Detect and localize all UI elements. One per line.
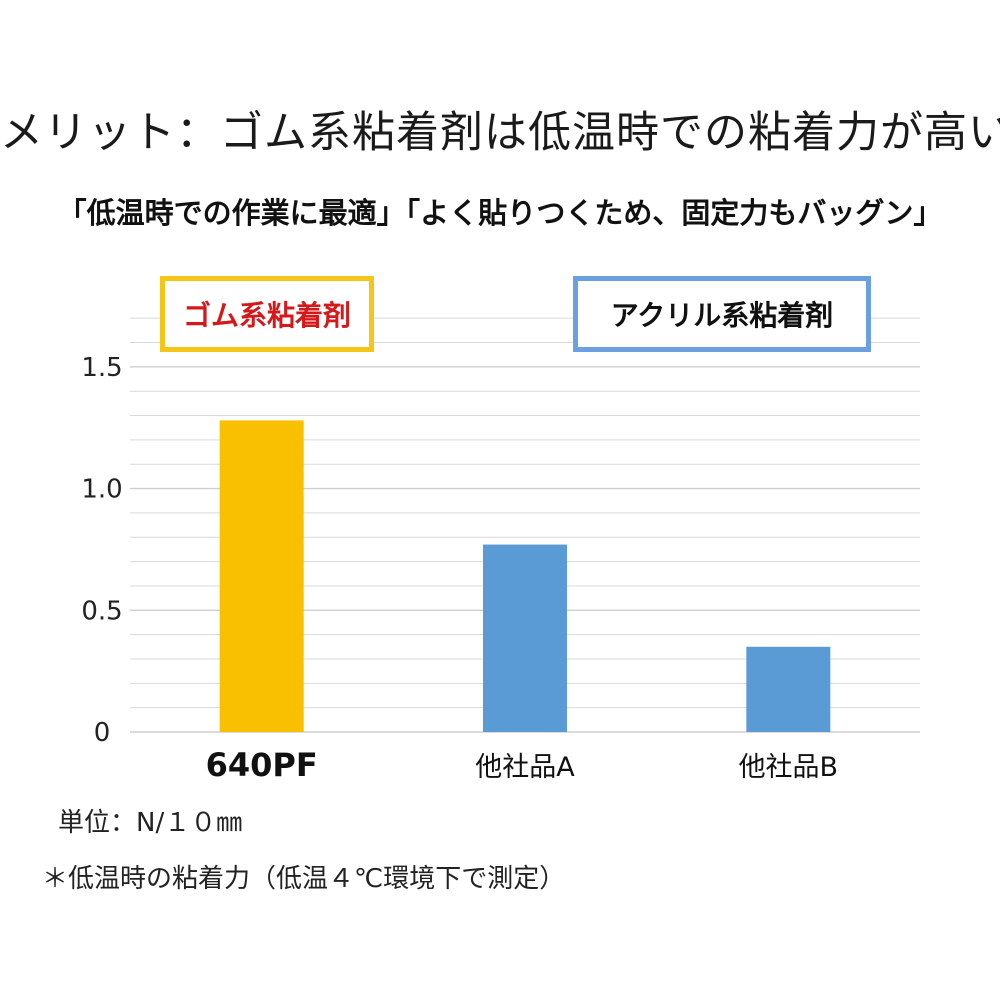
unit-note: 単位：N/１０㎜ [58, 808, 243, 838]
bar [219, 420, 304, 732]
legend-rubber-adhesive: ゴム系粘着剤 [160, 276, 374, 352]
y-tick-label: 0.5 [81, 596, 122, 626]
x-category-label: 他社品A [475, 752, 575, 783]
y-tick-label: 0 [94, 718, 111, 748]
y-tick-label: 1.5 [81, 353, 122, 383]
measurement-condition-note: ＊低温時の粘着力（低温４℃環境下で測定） [42, 864, 566, 894]
y-tick-label: 1.0 [81, 475, 122, 505]
legend-acrylic-adhesive: アクリル系粘着剤 [573, 276, 871, 352]
bar [746, 646, 831, 732]
x-category-label: 他社品B [739, 752, 839, 783]
x-category-label: 640PF [206, 746, 318, 784]
bar [483, 544, 567, 732]
page-subtitle: 「低温時での作業に最適」「よく貼りつくため、固定力もバッグン」 [57, 196, 943, 230]
page-title: メリット：ゴム系粘着剤は低温時での粘着力が高い [0, 108, 1000, 158]
